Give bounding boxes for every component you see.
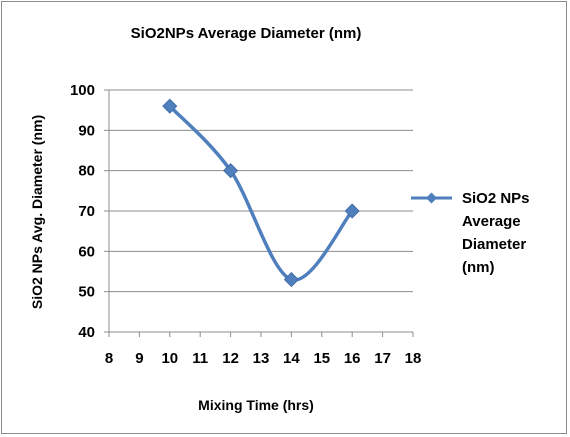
legend-label-line: SiO2 NPs: [462, 190, 530, 207]
x-tick-label-15: 15: [313, 350, 330, 367]
data-point-x16: [344, 203, 360, 219]
legend-label: SiO2 NPs Average Diameter (nm): [462, 190, 530, 276]
y-tick-label-90: 90: [78, 122, 95, 139]
y-tick-label-60: 60: [78, 243, 95, 260]
y-tick-label-40: 40: [78, 324, 95, 341]
y-axis-label: SiO2 NPs Avg. Diameter (nm): [29, 115, 45, 309]
data-point-x14: [283, 272, 299, 288]
x-tick-label-11: 11: [192, 350, 208, 367]
y-tick-label-70: 70: [78, 203, 95, 220]
y-tick-label-100: 100: [70, 82, 95, 99]
legend-label-line: Diameter: [462, 236, 526, 253]
chart-title: SiO2NPs Average Diameter (nm): [131, 25, 362, 42]
series-line-0: [168, 104, 354, 282]
x-tick-label-13: 13: [253, 350, 270, 367]
axes: [104, 89, 414, 337]
x-tick-labels: 8 9 10 11 12 13 14 15 16 17 18: [105, 350, 422, 367]
data-point-group: [162, 98, 360, 288]
x-tick-label-16: 16: [344, 350, 361, 367]
x-tick-label-10: 10: [161, 350, 178, 367]
x-tick-label-17: 17: [374, 350, 391, 367]
x-tick-label-8: 8: [105, 350, 113, 367]
legend: SiO2 NPs Average Diameter (nm): [411, 190, 530, 276]
y-tick-label-50: 50: [78, 284, 95, 301]
y-tick-labels: 40 50 60 70 80 90 100: [70, 82, 95, 341]
x-tick-label-12: 12: [222, 350, 239, 367]
legend-label-line: Average: [462, 213, 521, 230]
data-point-x12: [223, 163, 239, 179]
legend-label-line: (nm): [462, 259, 495, 276]
series-line-group: [168, 104, 354, 282]
legend-diamond-marker: [426, 192, 437, 204]
y-tick-label-80: 80: [78, 163, 95, 180]
x-axis-label: Mixing Time (hrs): [198, 397, 314, 413]
gridlines: [109, 89, 413, 293]
data-point-x10: [162, 98, 178, 114]
x-tick-label-14: 14: [283, 350, 300, 367]
x-tick-label-9: 9: [135, 350, 143, 367]
x-tick-label-18: 18: [405, 350, 422, 367]
